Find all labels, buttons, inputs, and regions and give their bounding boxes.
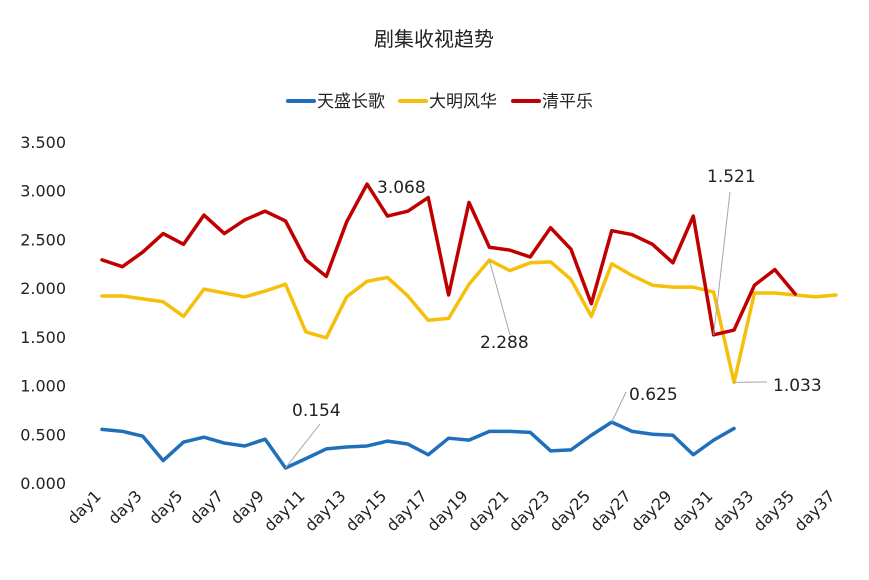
annotation-layer: 3.068 2.288 1.521 1.033 0.154 0.625 [285, 167, 822, 469]
y-tick-label: 3.500 [20, 133, 66, 152]
series-line-1 [100, 258, 838, 385]
annotation-leader [488, 259, 511, 336]
x-tick-label: day23 [505, 486, 554, 535]
x-tick-label: day15 [342, 486, 391, 535]
x-tick-label: day3 [104, 486, 145, 527]
annotation-leader [285, 423, 321, 469]
y-tick-label: 0.500 [20, 425, 66, 444]
y-tick-label: 3.000 [20, 182, 66, 201]
data-label: 1.521 [707, 167, 756, 187]
series-layer [100, 182, 838, 470]
y-tick-label: 2.500 [20, 230, 66, 249]
x-tick-label: day25 [546, 486, 595, 535]
y-tick-label: 2.000 [20, 279, 66, 298]
y-tick-label: 1.000 [20, 377, 66, 396]
chart-title: 剧集收视趋势 [374, 27, 494, 51]
series-line-2 [100, 182, 797, 337]
legend-label: 天盛长歌 [317, 92, 385, 112]
data-label: 1.033 [773, 376, 822, 396]
series-line-0 [100, 420, 736, 470]
x-tick-label: day13 [301, 486, 350, 535]
x-tick-label: day35 [749, 486, 798, 535]
x-tick-label: day17 [382, 486, 431, 535]
x-axis: day1 day3 day5 day7 day9day11day13day15day17… [63, 486, 838, 535]
legend-label: 大明风华 [429, 92, 497, 112]
x-tick-label: day5 [145, 486, 186, 527]
x-tick-label: day11 [260, 486, 309, 535]
x-tick-label: day33 [709, 486, 758, 535]
x-tick-label: day19 [423, 486, 472, 535]
x-tick-label: day27 [586, 486, 635, 535]
y-axis: 0.000 0.500 1.000 1.500 2.000 2.500 3.000 3.500 [20, 133, 66, 493]
legend-label: 清平乐 [542, 92, 593, 112]
y-tick-label: 0.000 [20, 474, 66, 493]
data-label: 0.154 [292, 401, 341, 421]
y-tick-label: 1.500 [20, 328, 66, 347]
data-label: 2.288 [480, 333, 529, 353]
data-label: 3.068 [377, 178, 426, 198]
legend: 天盛长歌 大明风华 清平乐 [286, 92, 593, 112]
x-tick-label: day21 [464, 486, 513, 535]
x-tick-label: day29 [627, 486, 676, 535]
annotation-leader [611, 391, 627, 423]
x-tick-label: day37 [790, 486, 839, 535]
data-label: 0.625 [629, 385, 678, 405]
x-tick-label: day1 [63, 486, 104, 527]
x-tick-label: day7 [186, 486, 227, 527]
x-tick-label: day31 [668, 486, 717, 535]
annotation-leader [713, 191, 731, 335]
